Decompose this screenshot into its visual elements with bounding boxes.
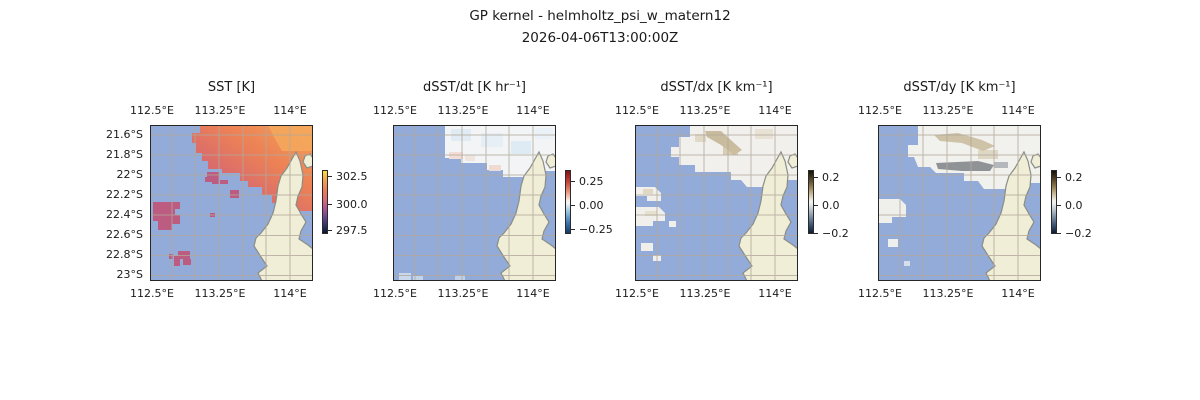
land-peninsula — [981, 150, 1041, 281]
ytick-label: 22°S — [116, 168, 143, 181]
xtick-label: 112.5°E — [858, 287, 902, 300]
colorbar-tick-label: 0.0 — [1065, 199, 1083, 212]
xtick-label: 112.5°E — [615, 287, 659, 300]
xtick-label: 112.5°E — [130, 287, 174, 300]
xtick-label: 112.5°E — [615, 104, 659, 117]
colorbar-tick-label: −0.2 — [822, 227, 849, 240]
axes-frame — [878, 125, 1041, 281]
axes-frame — [393, 125, 556, 281]
land-peninsula — [253, 150, 313, 281]
dsst-dx-field — [635, 125, 798, 261]
dsst-dy-field — [878, 125, 1041, 266]
xtick-label: 112.5°E — [373, 104, 417, 117]
colorbar-dsst-dx — [808, 170, 814, 234]
ytick-label: 22.4°S — [106, 208, 143, 221]
colorbar-tick — [814, 233, 818, 234]
graticule — [150, 125, 313, 281]
land-island — [1030, 153, 1041, 169]
xtick-label: 113.25°E — [922, 104, 974, 117]
ytick-label: 22.2°S — [106, 188, 143, 201]
colorbar-tick — [1057, 205, 1061, 206]
xtick-label: 114°E — [758, 104, 792, 117]
colorbar-tick-label: 297.5 — [336, 224, 368, 237]
ytick-label: 22.6°S — [106, 228, 143, 241]
xtick-label: 113.25°E — [437, 287, 489, 300]
colorbar-tick-label: 0.2 — [822, 171, 840, 184]
colorbar-tick — [328, 204, 332, 205]
ytick-label: 23°S — [116, 268, 143, 281]
xtick-label: 114°E — [273, 287, 307, 300]
colorbar-tick — [1057, 233, 1061, 234]
xtick-label: 112.5°E — [373, 287, 417, 300]
xtick-label: 113.25°E — [679, 287, 731, 300]
xtick-label: 114°E — [516, 287, 550, 300]
xtick-label: 113.25°E — [194, 104, 246, 117]
land-island — [545, 153, 556, 169]
xtick-label: 114°E — [1001, 104, 1035, 117]
colorbar-tick-label: 300.0 — [336, 198, 368, 211]
xtick-label: 114°E — [516, 104, 550, 117]
map-dsst-dx — [635, 125, 798, 281]
colorbar-tick-label: 302.5 — [336, 170, 368, 183]
colorbar-tick-label: 0.25 — [579, 175, 604, 188]
subplot-title-sst: SST [K] — [207, 80, 256, 95]
xtick-label: 114°E — [273, 104, 307, 117]
subplot-title-dsst-dx: dSST/dx [K km⁻¹] — [660, 80, 773, 95]
colorbar-tick — [1057, 177, 1061, 178]
colorbar-tick — [571, 205, 575, 206]
subplot-title-dsst-dt: dSST/dt [K hr⁻¹] — [422, 80, 527, 95]
map-dsst-dt — [393, 125, 556, 281]
land-island — [787, 153, 798, 169]
map-sst — [150, 125, 313, 281]
xtick-label: 114°E — [1001, 287, 1035, 300]
xtick-label: 114°E — [758, 287, 792, 300]
colorbar-tick-label: −0.25 — [579, 223, 613, 236]
ytick-label: 21.8°S — [106, 148, 143, 161]
colorbar-tick — [814, 177, 818, 178]
colorbar-sst — [322, 170, 328, 234]
figure-title: GP kernel - helmholtz_psi_w_matern12 — [469, 8, 731, 24]
land-peninsula — [496, 150, 556, 281]
axes-frame — [150, 125, 313, 281]
figure-timestamp: 2026-04-06T13:00:00Z — [521, 30, 679, 46]
graticule — [393, 125, 556, 281]
land-peninsula — [738, 150, 798, 281]
map-dsst-dy — [878, 125, 1041, 281]
ytick-label: 21.6°S — [106, 128, 143, 141]
colorbar-tick — [571, 229, 575, 230]
colorbar-tick — [328, 230, 332, 231]
land-island — [302, 153, 313, 169]
xtick-label: 113.25°E — [679, 104, 731, 117]
subplot-title-dsst-dy: dSST/dy [K km⁻¹] — [903, 80, 1016, 95]
ytick-label: 22.8°S — [106, 248, 143, 261]
colorbar-tick — [571, 181, 575, 182]
xtick-label: 113.25°E — [194, 287, 246, 300]
xtick-label: 113.25°E — [922, 287, 974, 300]
colorbar-tick-label: 0.00 — [579, 199, 604, 212]
graticule — [635, 125, 798, 281]
xtick-label: 113.25°E — [437, 104, 489, 117]
colorbar-tick-label: 0.2 — [1065, 171, 1083, 184]
colorbar-tick-label: −0.2 — [1065, 227, 1092, 240]
axes-frame — [635, 125, 798, 281]
colorbar-tick-label: 0.0 — [822, 199, 840, 212]
colorbar-tick — [814, 205, 818, 206]
xtick-label: 112.5°E — [858, 104, 902, 117]
xtick-label: 112.5°E — [130, 104, 174, 117]
colorbar-dsst-dy — [1051, 170, 1057, 234]
colorbar-dsst-dt — [565, 170, 571, 234]
colorbar-tick — [328, 176, 332, 177]
graticule — [878, 125, 1041, 281]
